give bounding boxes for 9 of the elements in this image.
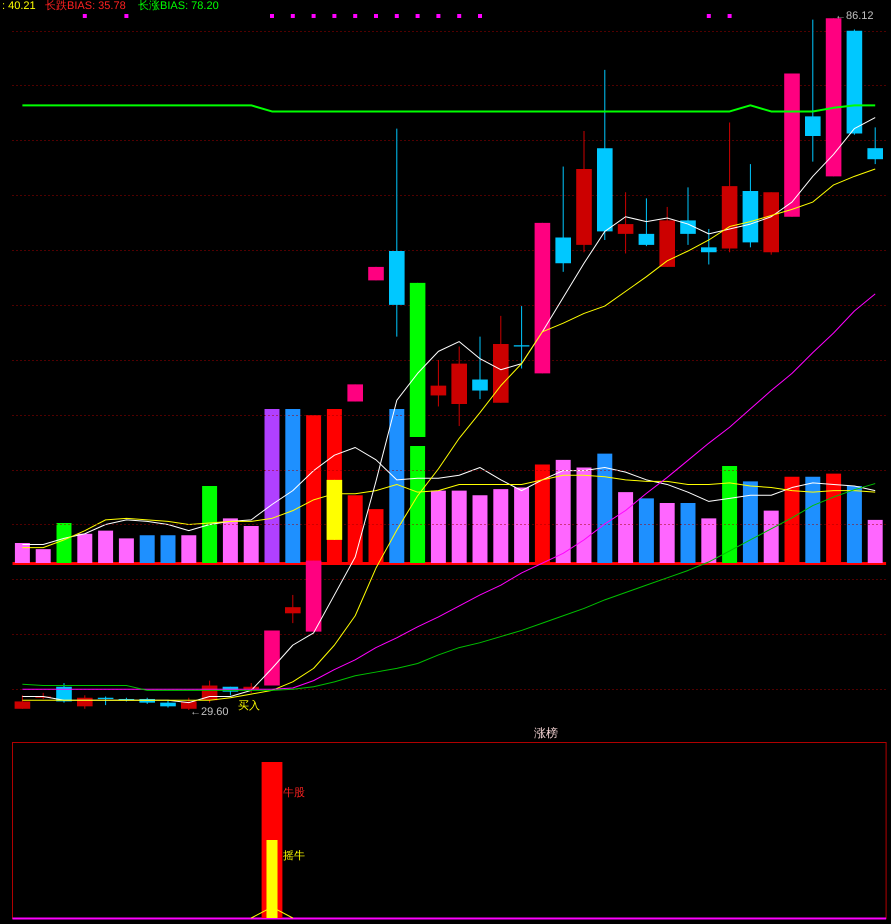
annotation: 摇牛 bbox=[283, 849, 305, 862]
annotation: ←29.60 bbox=[190, 706, 229, 718]
text: 长跌BIAS: 35.78 bbox=[45, 0, 126, 12]
annotation: 买入 bbox=[238, 699, 260, 712]
chart-title: 涨榜 bbox=[534, 726, 558, 740]
annotation: ←86.12 bbox=[835, 10, 874, 22]
text: : 40.21 bbox=[2, 0, 36, 12]
annotation: 牛股 bbox=[283, 786, 305, 799]
text: 长涨BIAS: 78.20 bbox=[138, 0, 219, 12]
